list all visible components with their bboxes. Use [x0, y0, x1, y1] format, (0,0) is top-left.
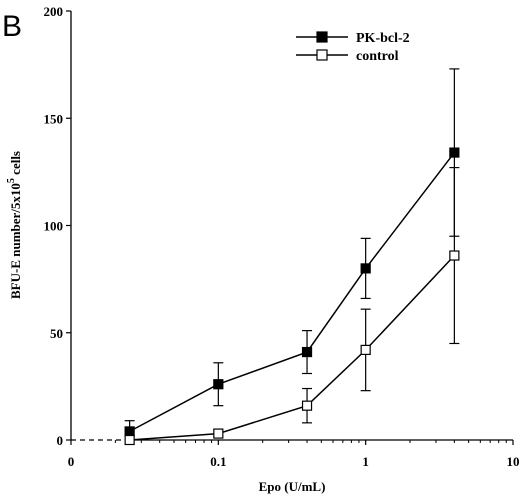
legend-label-control: control [356, 49, 399, 64]
legend-item-control: control [296, 49, 399, 64]
ticks: 0 50 100 150 200 0 0.1 1 10 [44, 4, 520, 469]
y-tick-label: 100 [44, 219, 64, 234]
y-tick-label: 0 [57, 433, 64, 448]
legend-marker-pk-bcl-2 [316, 31, 328, 43]
data-point-control [301, 400, 313, 411]
y-axis-label-main: BFU-E number/5x10 [8, 183, 23, 299]
x-tick-label: 0.1 [210, 454, 226, 469]
series-pk-bcl-2 [124, 68, 460, 441]
data-point-pk-bcl-2 [360, 263, 371, 274]
axes [70, 11, 513, 441]
x-tick-label: 0 [68, 454, 75, 469]
y-axis-label-tail: cells [8, 151, 23, 178]
data-point-control [360, 344, 371, 356]
data-point-control [124, 434, 135, 446]
data-point-pk-bcl-2 [449, 147, 460, 158]
y-tick-label: 200 [44, 4, 64, 19]
y-tick-label: 150 [44, 111, 64, 126]
legend: PK-bcl-2 control [296, 31, 410, 64]
y-axis-label: BFU-E number/5x105 cells [6, 151, 23, 299]
data-point-control [449, 250, 460, 261]
series-line-control [129, 254, 455, 441]
legend-marker-control [316, 49, 328, 61]
data-point-control [213, 428, 224, 439]
legend-label-pk-bcl-2: PK-bcl-2 [356, 31, 410, 46]
data-point-pk-bcl-2 [124, 426, 135, 437]
data-point-pk-bcl-2 [213, 379, 224, 390]
x-tick-label: 10 [507, 454, 520, 469]
series-line-pk-bcl-2 [129, 152, 455, 433]
series-control [124, 166, 460, 446]
series-layer [124, 68, 460, 446]
x-tick-label: 1 [362, 454, 369, 469]
y-axis-label-exponent: 5 [6, 178, 17, 183]
panel-label: B [2, 10, 22, 43]
y-tick-label: 50 [50, 326, 63, 341]
legend-item-pk-bcl-2: PK-bcl-2 [296, 31, 410, 46]
data-point-pk-bcl-2 [301, 346, 313, 358]
x-axis-label: Epo (U/mL) [259, 479, 326, 494]
